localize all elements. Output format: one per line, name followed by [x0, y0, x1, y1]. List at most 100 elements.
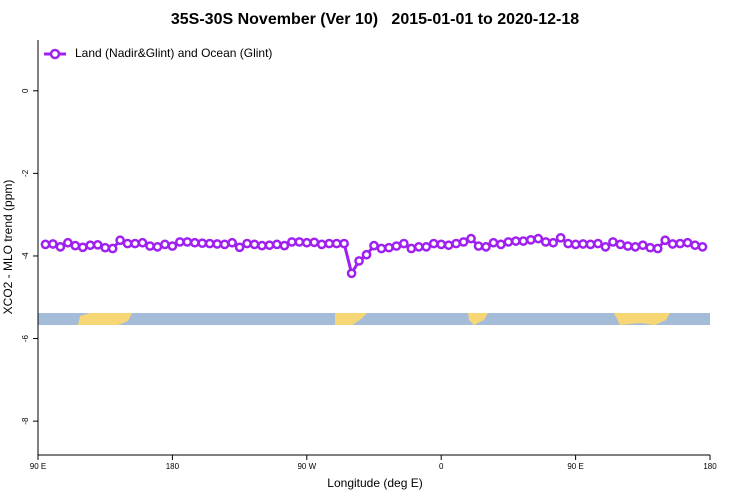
- data-point: [115, 235, 125, 246]
- chart-title: 35S-30S November (Ver 10) 2015-01-01 to …: [171, 11, 579, 28]
- x-tick-label: 90 W: [297, 462, 316, 471]
- data-point: [623, 241, 633, 251]
- data-point: [346, 268, 357, 279]
- data-point: [645, 242, 656, 253]
- data-point: [189, 237, 200, 248]
- land-shape: [468, 313, 488, 325]
- land-shape: [335, 313, 367, 325]
- data-point: [488, 237, 499, 248]
- legend: Land (Nadir&Glint) and Ocean (Glint): [44, 46, 272, 60]
- data-point: [197, 238, 208, 249]
- y-tick-label: -8: [21, 417, 30, 425]
- data-point: [593, 238, 603, 249]
- data-point: [697, 242, 708, 252]
- x-tick-label: 180: [166, 462, 180, 471]
- land-mask: [38, 313, 710, 325]
- data-point: [70, 240, 81, 251]
- data-point: [361, 249, 372, 260]
- data-point: [615, 239, 626, 250]
- data-point: [55, 242, 66, 252]
- data-point: [458, 237, 469, 247]
- y-tick-label: 0: [21, 88, 30, 93]
- x-tick-label: 0: [439, 462, 444, 471]
- data-point: [511, 236, 521, 246]
- data-point: [85, 240, 96, 251]
- data-point: [570, 239, 581, 250]
- data-point: [585, 239, 596, 250]
- y-tick-label: -2: [21, 169, 30, 177]
- data-point: [496, 239, 506, 250]
- data-point: [525, 235, 536, 245]
- data-point: [399, 238, 409, 249]
- data-point: [249, 239, 260, 250]
- x-axis-label: Longitude (deg E): [327, 476, 422, 490]
- data-point: [145, 241, 155, 251]
- data-point: [660, 235, 671, 246]
- x-tick-label: 90 E: [567, 462, 583, 471]
- data-point: [413, 242, 424, 252]
- legend-label: Land (Nadir&Glint) and Ocean (Glint): [75, 46, 272, 60]
- data-point: [540, 237, 551, 247]
- data-point: [667, 239, 678, 249]
- data-point: [234, 242, 245, 253]
- data-point: [339, 238, 349, 249]
- y-axis-label: XCO2 - MLO trend (ppm): [1, 180, 15, 315]
- data-point: [182, 237, 193, 247]
- data-point: [212, 239, 223, 249]
- data-point: [137, 237, 148, 248]
- data-point: [481, 242, 491, 252]
- x-tick-label: 90 E: [30, 462, 46, 471]
- y-tick-label: -6: [21, 334, 30, 342]
- data-point: [279, 240, 290, 251]
- x-tick-label: 180: [703, 462, 717, 471]
- data-point: [451, 238, 461, 249]
- data-point: [130, 238, 140, 249]
- data-point: [548, 237, 559, 248]
- y-tick-label: -4: [21, 252, 30, 260]
- data-point: [369, 240, 379, 251]
- data-point: [376, 243, 387, 254]
- data-point: [563, 238, 573, 249]
- data-point: [242, 238, 252, 249]
- data-point: [421, 242, 432, 252]
- data-point: [354, 256, 364, 266]
- legend-marker: [49, 48, 61, 60]
- data-point: [175, 237, 185, 247]
- data-point: [324, 238, 335, 249]
- data-point: [630, 242, 641, 252]
- data-point: [167, 241, 178, 251]
- data-point: [100, 242, 111, 253]
- data-point: [391, 241, 402, 251]
- data-point: [160, 239, 170, 250]
- data-point: [518, 236, 529, 246]
- data-point: [316, 239, 327, 250]
- data-point: [436, 239, 447, 250]
- data-point: [608, 237, 618, 247]
- data-point: [682, 237, 693, 248]
- data-point: [473, 241, 484, 251]
- data-point: [466, 233, 476, 244]
- data-point: [227, 237, 237, 248]
- data-point: [92, 239, 103, 250]
- data-point: [309, 237, 320, 248]
- data-point: [264, 240, 275, 251]
- data-point: [219, 239, 230, 250]
- data-point: [428, 238, 439, 249]
- data-point: [301, 237, 312, 248]
- data-point: [690, 240, 700, 251]
- data-point: [578, 239, 588, 249]
- data-point: [652, 243, 663, 254]
- data-point: [204, 238, 215, 249]
- land-shape: [614, 313, 670, 325]
- data-point: [331, 238, 342, 249]
- data-point: [257, 240, 267, 251]
- data-point: [675, 238, 685, 249]
- data-point: [600, 242, 611, 252]
- data-point: [152, 242, 163, 252]
- data-point: [40, 239, 51, 250]
- data-point: [107, 243, 118, 254]
- data-point: [555, 232, 566, 243]
- ocean-strip: [38, 313, 710, 325]
- data-point: [384, 242, 394, 253]
